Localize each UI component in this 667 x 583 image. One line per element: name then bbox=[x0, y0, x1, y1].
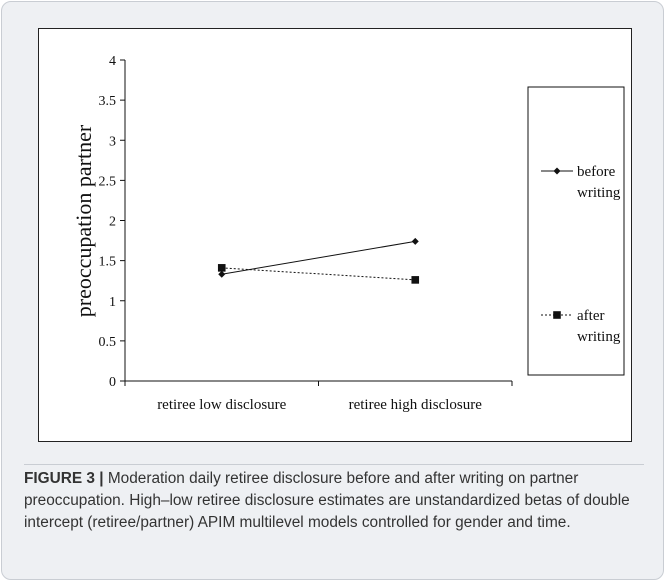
data-point-after-writing bbox=[411, 276, 420, 284]
caption-divider bbox=[24, 464, 644, 465]
y-tick-label: 1 bbox=[109, 295, 116, 310]
data-point-after-writing bbox=[217, 264, 226, 272]
y-tick-label: 2.5 bbox=[99, 174, 117, 189]
y-tick-label: 4 bbox=[109, 54, 116, 69]
y-tick-label: 3 bbox=[109, 134, 116, 149]
data-point-before-writing bbox=[411, 237, 419, 245]
data-point-before-writing bbox=[218, 270, 226, 278]
y-tick-label: 3.5 bbox=[99, 94, 117, 109]
x-ticks: retiree low disclosure retiree high discl… bbox=[124, 381, 513, 413]
chart-panel: 0 0.5 1 1.5 2 2.5 3 3.5 4 retiree low disclosure… bbox=[38, 28, 632, 442]
series-line-after-writing bbox=[221, 267, 416, 281]
y-axis-label: preoccupation partner bbox=[71, 124, 96, 317]
legend-label: after bbox=[577, 308, 604, 324]
x-category-label: retiree low disclosure bbox=[157, 397, 286, 413]
legend-label: before bbox=[577, 164, 616, 180]
y-tick-label: 0 bbox=[109, 375, 116, 390]
legend-label: writing bbox=[577, 329, 621, 345]
y-tick-label: 2 bbox=[109, 215, 116, 230]
y-tick-label: 1.5 bbox=[99, 255, 117, 270]
legend-label: writing bbox=[577, 185, 621, 201]
legend-box bbox=[527, 86, 625, 376]
caption-label: FIGURE 3 | bbox=[24, 470, 104, 487]
line-chart: 0 0.5 1 1.5 2 2.5 3 3.5 4 retiree low disclosure… bbox=[71, 54, 625, 413]
legend-swatch-marker bbox=[553, 311, 561, 319]
y-ticks: 0 0.5 1 1.5 2 2.5 3 3.5 4 bbox=[99, 54, 125, 390]
legend-swatch-marker bbox=[553, 167, 561, 175]
caption-text: Moderation daily retiree disclosure befo… bbox=[24, 470, 630, 532]
y-tick-label: 0.5 bbox=[99, 335, 117, 350]
figure-caption: FIGURE 3 | Moderation daily retiree disc… bbox=[24, 468, 644, 535]
series bbox=[217, 237, 420, 284]
series-line-before-writing bbox=[221, 240, 416, 275]
legend: before writing after writing bbox=[541, 164, 621, 345]
x-category-label: retiree high disclosure bbox=[349, 397, 483, 413]
